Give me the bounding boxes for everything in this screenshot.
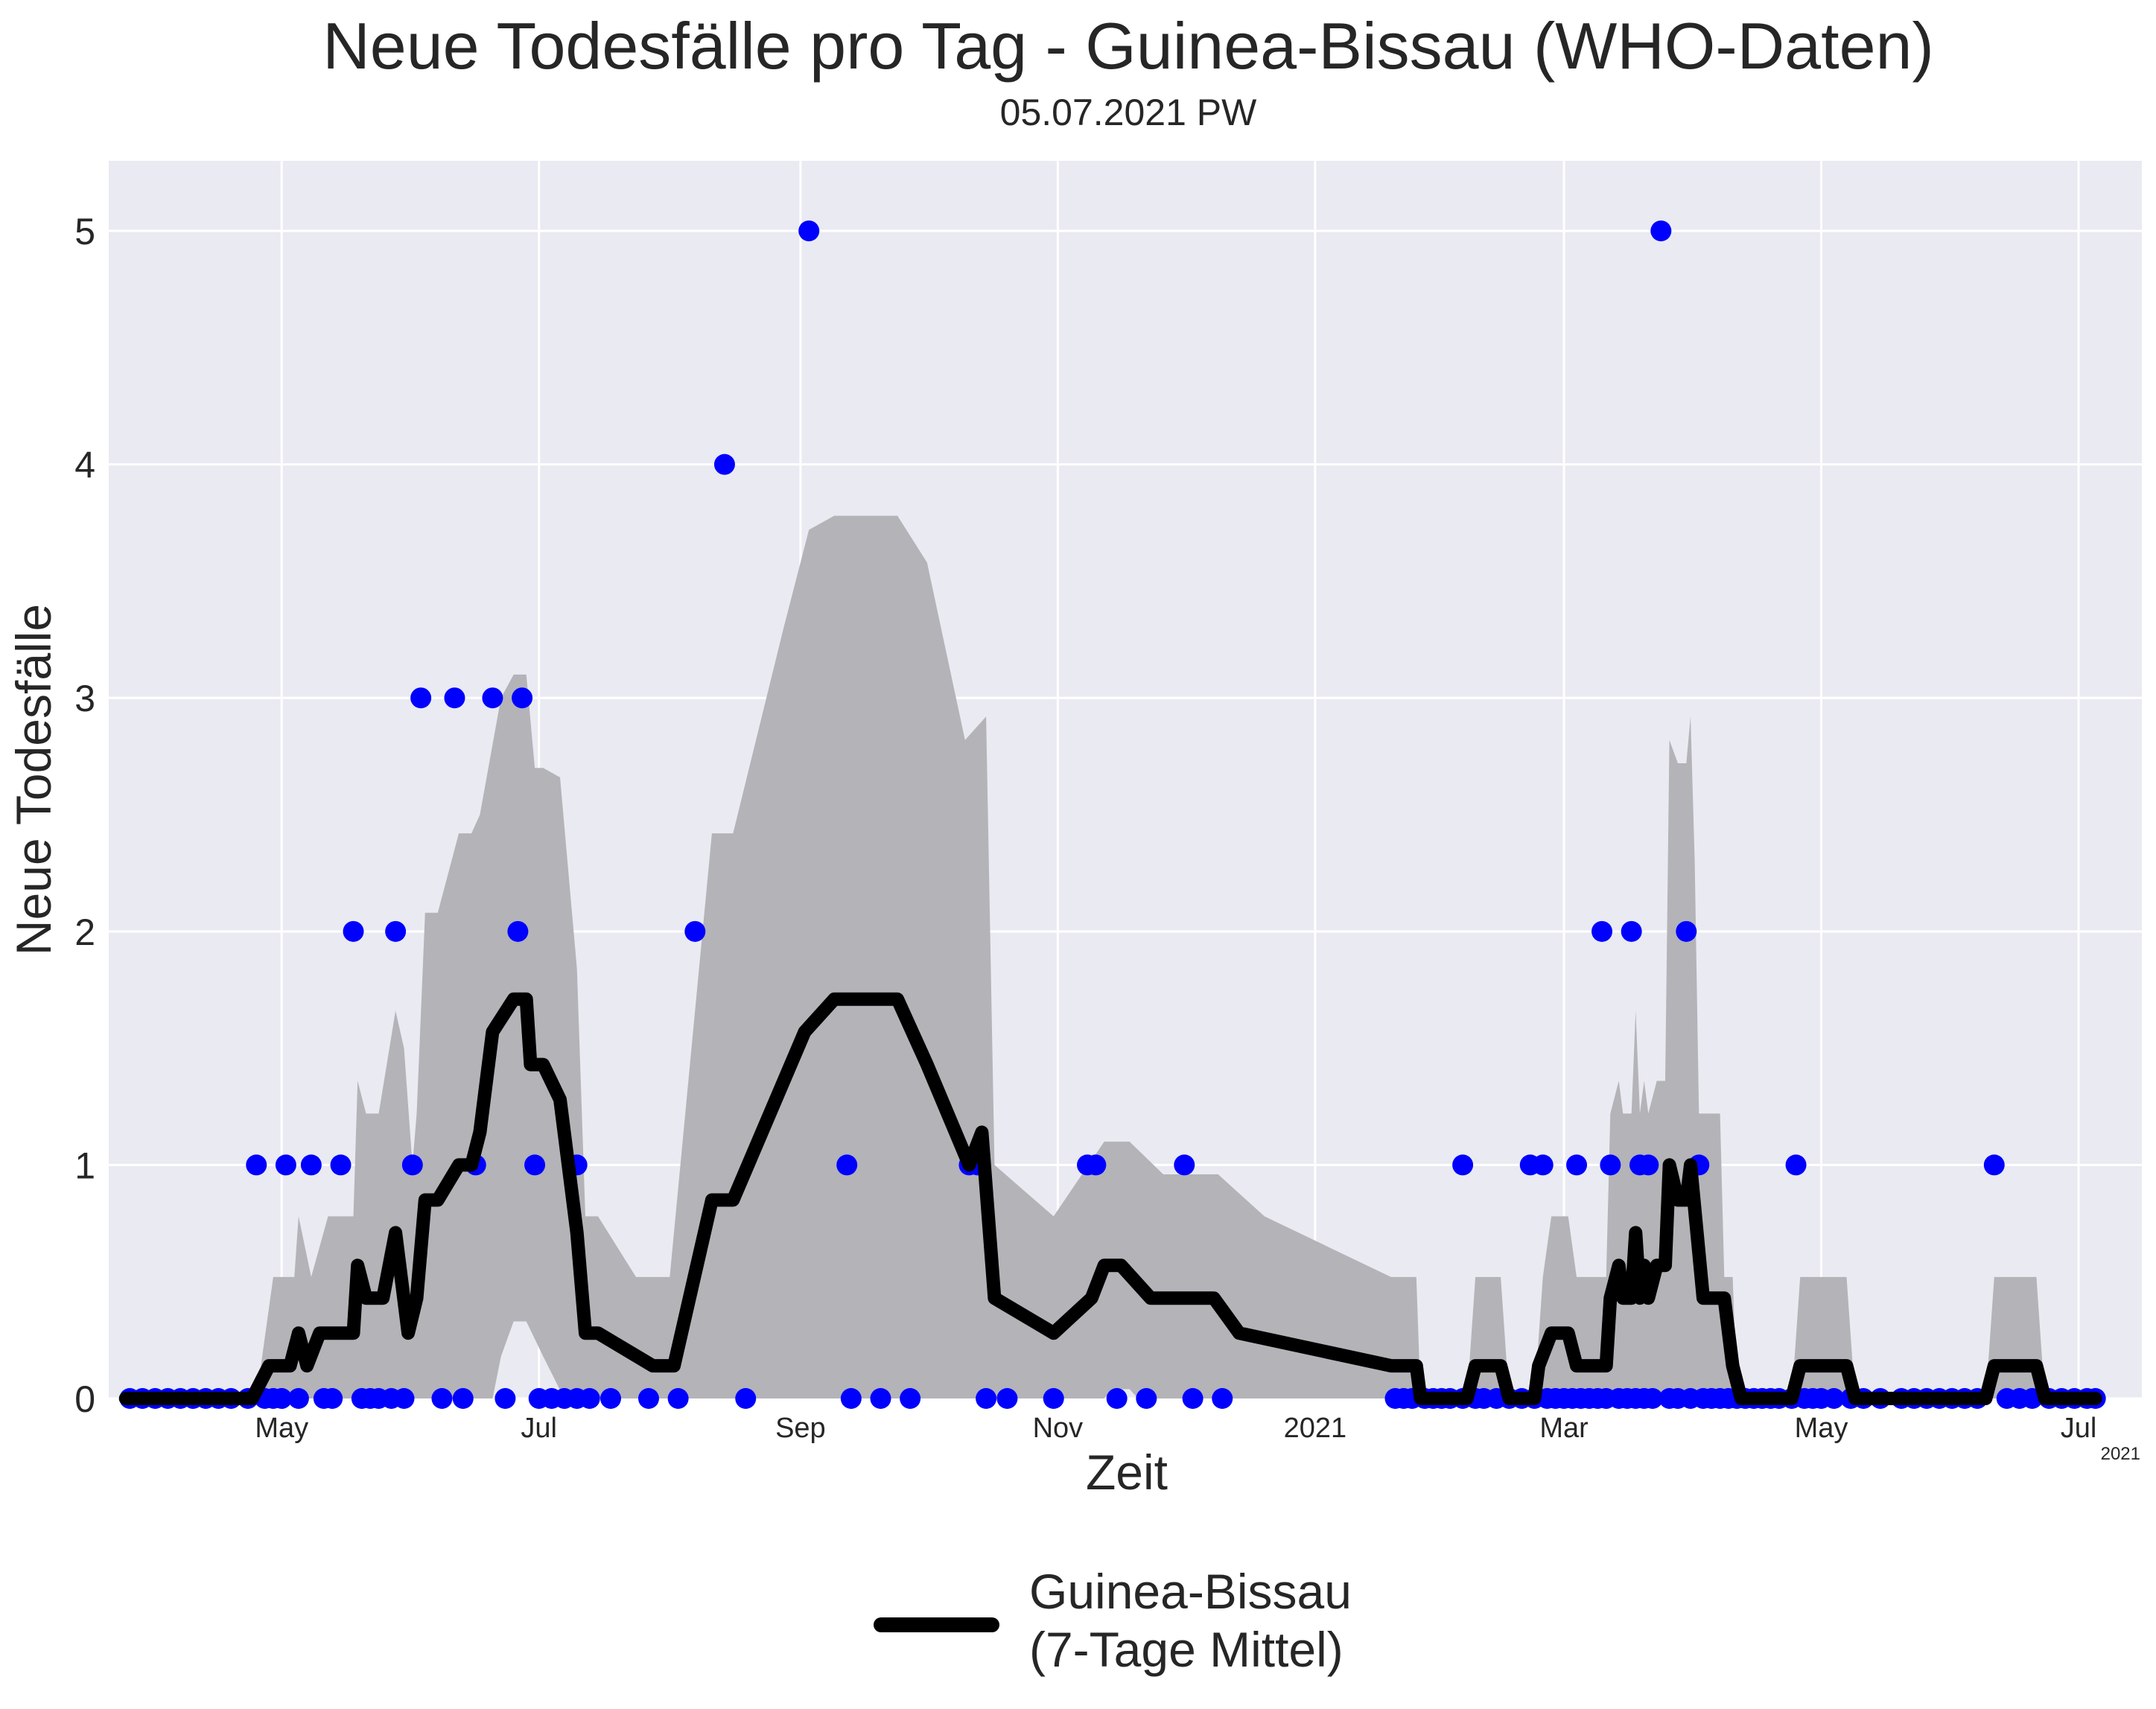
daily-point	[343, 920, 364, 942]
daily-point	[1182, 1388, 1203, 1409]
mean-line	[118, 992, 2102, 1405]
daily-point	[1106, 1388, 1128, 1409]
x-tick-label: Sep	[775, 1413, 826, 1444]
daily-point	[798, 220, 820, 242]
y-tick-label: 1	[74, 1145, 95, 1186]
daily-point	[1532, 1154, 1554, 1176]
daily-point	[410, 687, 432, 709]
x-tick-label: Mar	[1539, 1413, 1589, 1444]
band-area	[125, 515, 2096, 1398]
x-offset-label: 2021	[2101, 1444, 2140, 1464]
daily-point	[1566, 1154, 1588, 1176]
daily-point	[287, 1388, 309, 1409]
daily-point	[600, 1388, 622, 1409]
daily-point	[1085, 1154, 1107, 1176]
daily-point	[1650, 220, 1672, 242]
daily-point	[444, 687, 465, 709]
x-tick-label: Jul	[521, 1413, 557, 1444]
y-axis-label: Neue Todesfälle	[6, 604, 61, 955]
y-tick-label: 5	[74, 211, 95, 252]
x-tick-label: 2021	[1284, 1413, 1347, 1444]
daily-point	[322, 1388, 343, 1409]
x-tick-label: May	[1795, 1413, 1848, 1444]
daily-point	[452, 1388, 474, 1409]
chart-title: Neue Todesfälle pro Tag - Guinea-Bissau …	[322, 9, 1934, 83]
daily-point	[1043, 1388, 1064, 1409]
daily-point	[300, 1154, 322, 1176]
daily-point	[431, 1388, 453, 1409]
daily-point	[713, 453, 735, 475]
chart-subtitle: 05.07.2021 PW	[1000, 92, 1257, 133]
daily-point	[976, 1388, 997, 1409]
daily-point	[870, 1388, 891, 1409]
daily-point	[512, 687, 533, 709]
legend-label-line2: (7-Tage Mittel)	[1029, 1622, 1343, 1677]
y-tick-label: 2	[74, 911, 95, 953]
daily-point	[330, 1154, 352, 1176]
daily-point	[637, 1388, 659, 1409]
daily-point	[1600, 1154, 1621, 1176]
daily-point	[393, 1388, 415, 1409]
legend: Guinea-Bissau (7-Tage Mittel)	[874, 1564, 1352, 1677]
daily-point	[900, 1388, 921, 1409]
x-axis-label: Zeit	[1086, 1445, 1168, 1500]
daily-point	[579, 1388, 600, 1409]
daily-point	[1823, 1388, 1845, 1409]
daily-point	[275, 1154, 296, 1176]
y-tick-label: 0	[74, 1378, 95, 1420]
band-polygon	[125, 515, 2096, 1398]
daily-point	[1983, 1154, 2005, 1176]
daily-point	[684, 920, 706, 942]
daily-point	[246, 1154, 267, 1176]
y-tick-label: 3	[74, 678, 95, 719]
y-tick-label: 4	[74, 445, 95, 486]
x-axis-ticks: May Jul Sep Nov 2021 Mar May Jul	[255, 1413, 2096, 1444]
x-tick-label: Nov	[1033, 1413, 1084, 1444]
daily-point	[836, 1154, 858, 1176]
daily-point	[1621, 920, 1642, 942]
daily-point	[1676, 920, 1697, 942]
daily-point	[1452, 1154, 1474, 1176]
daily-point	[385, 920, 407, 942]
mean-line-layer	[118, 992, 2102, 1405]
daily-point	[667, 1388, 689, 1409]
legend-label-line1: Guinea-Bissau	[1029, 1564, 1352, 1619]
daily-point	[271, 1388, 293, 1409]
y-axis-ticks: 0 1 2 3 4 5	[74, 211, 95, 1420]
daily-point	[507, 920, 529, 942]
daily-point	[735, 1388, 757, 1409]
x-tick-label: Jul	[2061, 1413, 2097, 1444]
daily-point	[1641, 1388, 1663, 1409]
daily-point	[996, 1388, 1018, 1409]
daily-point	[1174, 1154, 1195, 1176]
daily-point	[1136, 1388, 1157, 1409]
daily-point	[495, 1388, 516, 1409]
daily-point	[401, 1154, 423, 1176]
daily-point	[482, 687, 503, 709]
daily-point	[1785, 1154, 1807, 1176]
daily-point	[840, 1388, 862, 1409]
daily-point	[1591, 920, 1613, 942]
daily-point	[1212, 1388, 1233, 1409]
daily-point	[1638, 1154, 1659, 1176]
x-tick-label: May	[255, 1413, 308, 1444]
daily-point	[524, 1154, 546, 1176]
